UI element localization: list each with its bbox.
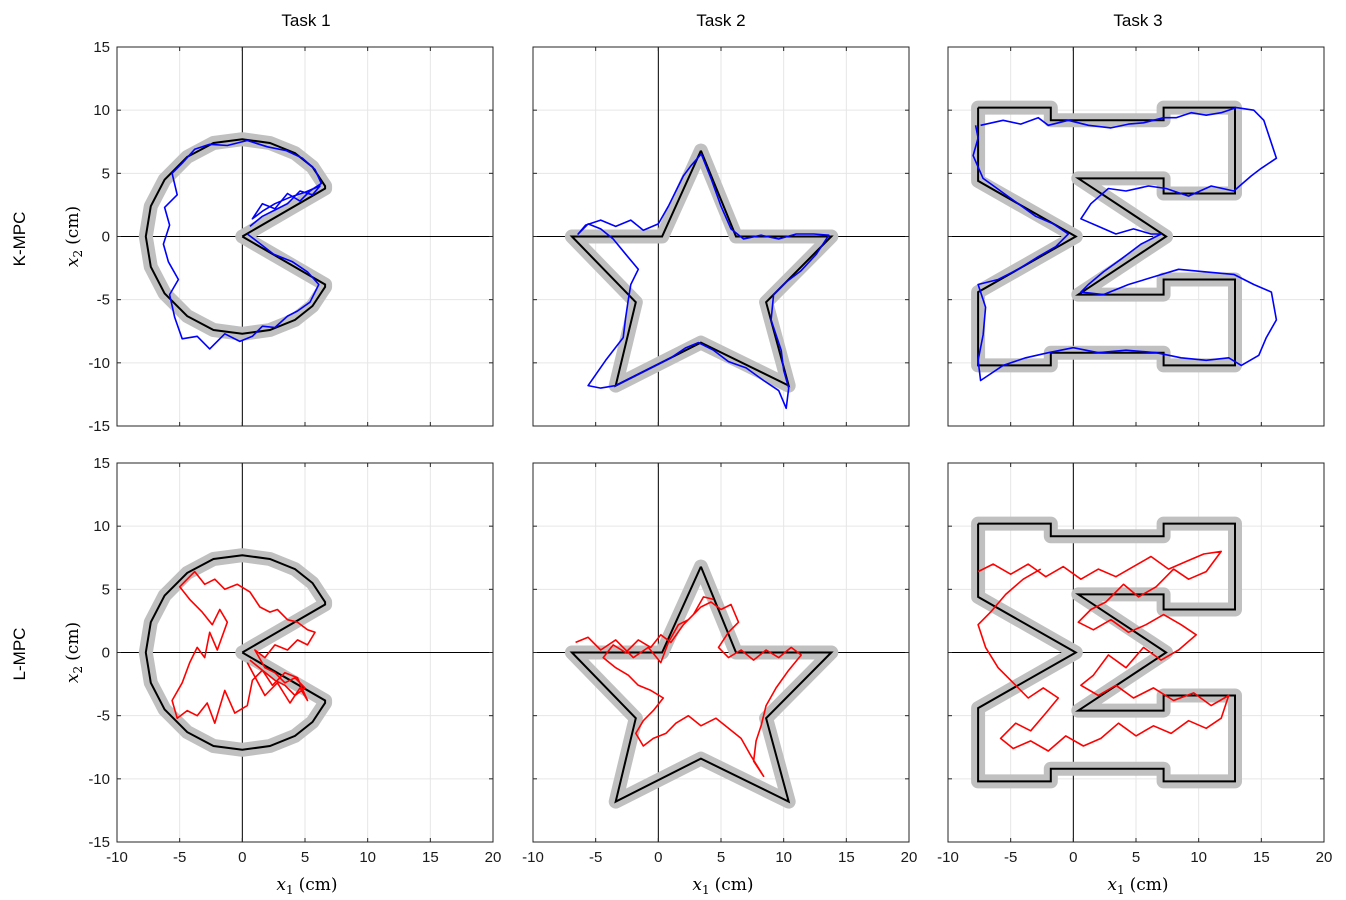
trajectory-k-mpc <box>972 106 1278 382</box>
x-tick-label: 20 <box>901 849 918 866</box>
subplot-grid: -15-10-5051015x2(cm)-15-10-5051015x2(cm)… <box>63 39 1332 897</box>
x-tick-label: 0 <box>654 849 662 866</box>
y-tick-label: -5 <box>97 708 110 725</box>
y-tick-label: 10 <box>93 518 110 535</box>
reference-path <box>977 522 1236 783</box>
subplot-l-mpc-task-3: -10 -5 0 5 10 15 20 x1 (cm) <box>937 462 1333 897</box>
x-tick-label: -10 <box>522 849 544 866</box>
row-label-lmpc: L-MPC <box>10 628 29 681</box>
y-tick-label: -15 <box>88 834 110 851</box>
column-titles: Task 1 Task 2 Task 3 <box>281 11 1162 30</box>
column-title-task-2: Task 2 <box>696 11 745 30</box>
x-tick-label: 5 <box>1132 849 1140 866</box>
reference-path <box>569 566 834 804</box>
subplot-k-mpc-task-2 <box>532 46 910 427</box>
y-tick-label: 0 <box>102 229 110 246</box>
x-tick-label: 20 <box>1316 849 1333 866</box>
subplot-l-mpc-task-2: -10 -5 0 5 10 15 20 x1 (cm) <box>522 462 918 897</box>
column-title-task-1: Task 1 <box>281 11 330 30</box>
x-axis-label: x1 (cm) <box>276 875 337 897</box>
trajectory-l-mpc <box>171 570 316 725</box>
y-tick-label: 10 <box>93 102 110 119</box>
row-labels: K-MPC L-MPC <box>10 212 29 681</box>
y-tick-label: -15 <box>88 418 110 435</box>
subplot-k-mpc-task-3 <box>947 46 1325 427</box>
trajectory-k-mpc <box>162 139 323 350</box>
x-tick-label: 0 <box>238 849 246 866</box>
y-axis-label: x2(cm) <box>63 206 85 267</box>
x-tick-label: 10 <box>775 849 792 866</box>
x-tick-label: -5 <box>173 849 186 866</box>
x-tick-label: 5 <box>301 849 309 866</box>
y-tick-label: 5 <box>102 581 110 598</box>
reference-path <box>144 554 327 751</box>
x-axis-label: x1 (cm) <box>692 875 753 897</box>
column-title-task-3: Task 3 <box>1113 11 1162 30</box>
x-tick-label: 15 <box>422 849 439 866</box>
y-tick-label: -10 <box>88 355 110 372</box>
x-tick-label: -5 <box>589 849 602 866</box>
trajectory-k-mpc <box>577 152 830 410</box>
x-tick-label: -5 <box>1004 849 1017 866</box>
subplot-k-mpc-task-1: -15 -10 -5 0 5 10 15 x2(cm) <box>63 39 494 435</box>
y-tick-label: 0 <box>102 645 110 662</box>
x-tick-label: 15 <box>838 849 855 866</box>
y-tick-label: 15 <box>93 455 110 472</box>
x-tick-label: 0 <box>1069 849 1077 866</box>
y-tick-label: -10 <box>88 771 110 788</box>
reference-path <box>569 150 834 388</box>
trajectory-l-mpc <box>575 596 803 778</box>
y-tick-label: 5 <box>102 165 110 182</box>
y-tick-label: 15 <box>93 39 110 56</box>
x-tick-label: 20 <box>485 849 502 866</box>
x-tick-label: -10 <box>106 849 128 866</box>
x-tick-label: 10 <box>1190 849 1207 866</box>
trajectory-l-mpc <box>977 550 1230 752</box>
y-tick-label: -5 <box>97 292 110 309</box>
x-axis-label: x1 (cm) <box>1107 875 1168 897</box>
x-tick-label: 10 <box>359 849 376 866</box>
x-tick-label: -10 <box>937 849 959 866</box>
row-label-kmpc: K-MPC <box>10 212 29 267</box>
x-tick-label: 15 <box>1253 849 1270 866</box>
y-axis-label: x2(cm) <box>63 622 85 683</box>
x-tick-label: 5 <box>717 849 725 866</box>
